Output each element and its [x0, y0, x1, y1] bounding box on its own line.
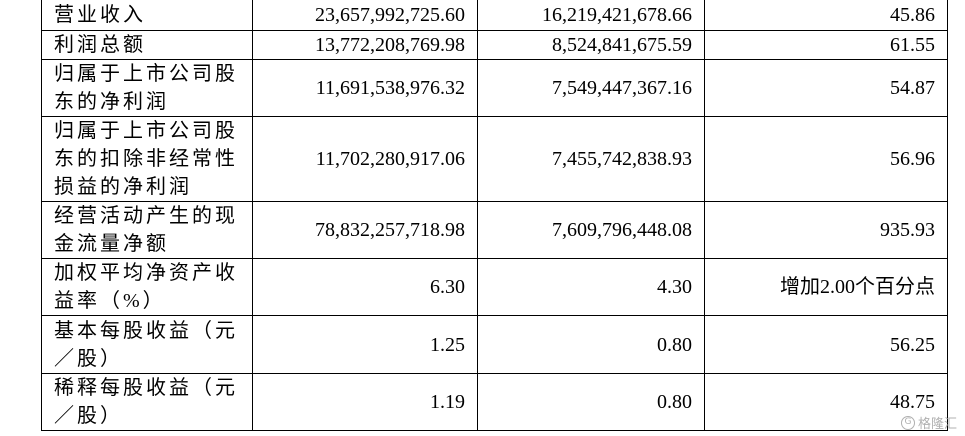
row-label: 稀释每股收益（元／股）	[41, 373, 253, 431]
current-period-value: 78,832,257,718.98	[252, 201, 478, 259]
change-value: 56.96	[704, 116, 948, 202]
current-period-value: 1.25	[252, 315, 478, 374]
row-label: 归属于上市公司股东的净利润	[41, 59, 253, 117]
previous-period-value: 4.30	[477, 258, 705, 316]
previous-period-value: 16,219,421,678.66	[477, 0, 705, 31]
row-label: 经营活动产生的现金流量净额	[41, 201, 253, 259]
previous-period-value: 7,549,447,367.16	[477, 59, 705, 117]
table-row: 基本每股收益（元／股） 1.25 0.80 56.25	[41, 315, 948, 374]
table-row: 稀释每股收益（元／股） 1.19 0.80 48.75	[41, 373, 948, 431]
table-row: 归属于上市公司股东的净利润 11,691,538,976.32 7,549,44…	[41, 59, 948, 117]
change-value: 54.87	[704, 59, 948, 117]
change-value: 45.86	[704, 0, 948, 31]
previous-period-value: 0.80	[477, 373, 705, 431]
watermark: G 格隆汇	[900, 413, 957, 432]
previous-period-value: 7,609,796,448.08	[477, 201, 705, 259]
current-period-value: 6.30	[252, 258, 478, 316]
row-label: 归属于上市公司股东的扣除非经常性损益的净利润	[41, 116, 253, 202]
change-value: 61.55	[704, 30, 948, 60]
table-row: 营业收入 23,657,992,725.60 16,219,421,678.66…	[41, 0, 948, 31]
previous-period-value: 7,455,742,838.93	[477, 116, 705, 202]
current-period-value: 1.19	[252, 373, 478, 431]
watermark-text: 格隆汇	[917, 417, 957, 432]
row-label: 营业收入	[41, 0, 253, 31]
current-period-value: 11,702,280,917.06	[252, 116, 478, 202]
previous-period-value: 0.80	[477, 315, 705, 374]
row-label: 加权平均净资产收益率（%）	[41, 258, 253, 316]
row-label: 基本每股收益（元／股）	[41, 315, 253, 374]
financial-data-table: 营业收入 23,657,992,725.60 16,219,421,678.66…	[41, 0, 948, 431]
current-period-value: 11,691,538,976.32	[252, 59, 478, 117]
change-value: 增加2.00个百分点	[704, 258, 948, 316]
current-period-value: 23,657,992,725.60	[252, 0, 478, 31]
previous-period-value: 8,524,841,675.59	[477, 30, 705, 60]
row-label: 利润总额	[41, 30, 253, 60]
table-row: 加权平均净资产收益率（%） 6.30 4.30 增加2.00个百分点	[41, 258, 948, 316]
watermark-logo-icon: G	[900, 415, 915, 430]
table-row: 经营活动产生的现金流量净额 78,832,257,718.98 7,609,79…	[41, 201, 948, 259]
change-value: 935.93	[704, 201, 948, 259]
change-value: 56.25	[704, 315, 948, 374]
table-row: 归属于上市公司股东的扣除非经常性损益的净利润 11,702,280,917.06…	[41, 116, 948, 202]
current-period-value: 13,772,208,769.98	[252, 30, 478, 60]
table-row: 利润总额 13,772,208,769.98 8,524,841,675.59 …	[41, 30, 948, 60]
